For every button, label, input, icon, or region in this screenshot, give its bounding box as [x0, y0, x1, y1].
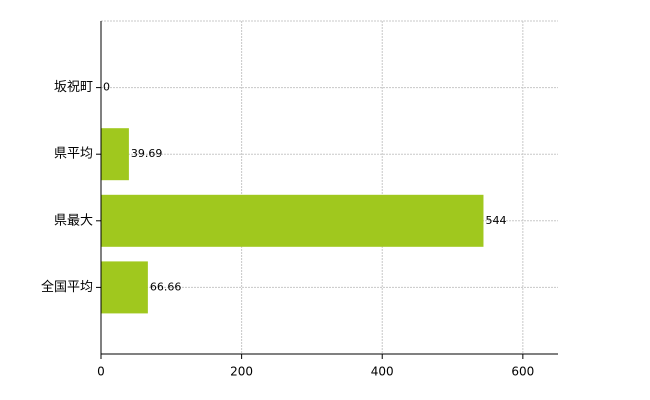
x-tick-label: 600 [511, 365, 534, 379]
bar [101, 261, 148, 314]
x-tick-label: 400 [371, 365, 394, 379]
y-tick-label: 県平均 [54, 147, 93, 162]
y-tick-label: 県最大 [54, 213, 93, 228]
value-label: 0 [103, 81, 110, 94]
bar [101, 194, 484, 247]
x-tick-label: 200 [230, 365, 253, 379]
x-tick-label: 0 [97, 365, 105, 379]
bar [101, 128, 129, 181]
y-tick-label: 全国平均 [41, 279, 93, 295]
value-label: 544 [485, 214, 506, 227]
value-label: 66.66 [150, 280, 182, 293]
y-tick-label: 坂祝町 [54, 80, 93, 95]
value-label: 39.69 [131, 147, 163, 160]
